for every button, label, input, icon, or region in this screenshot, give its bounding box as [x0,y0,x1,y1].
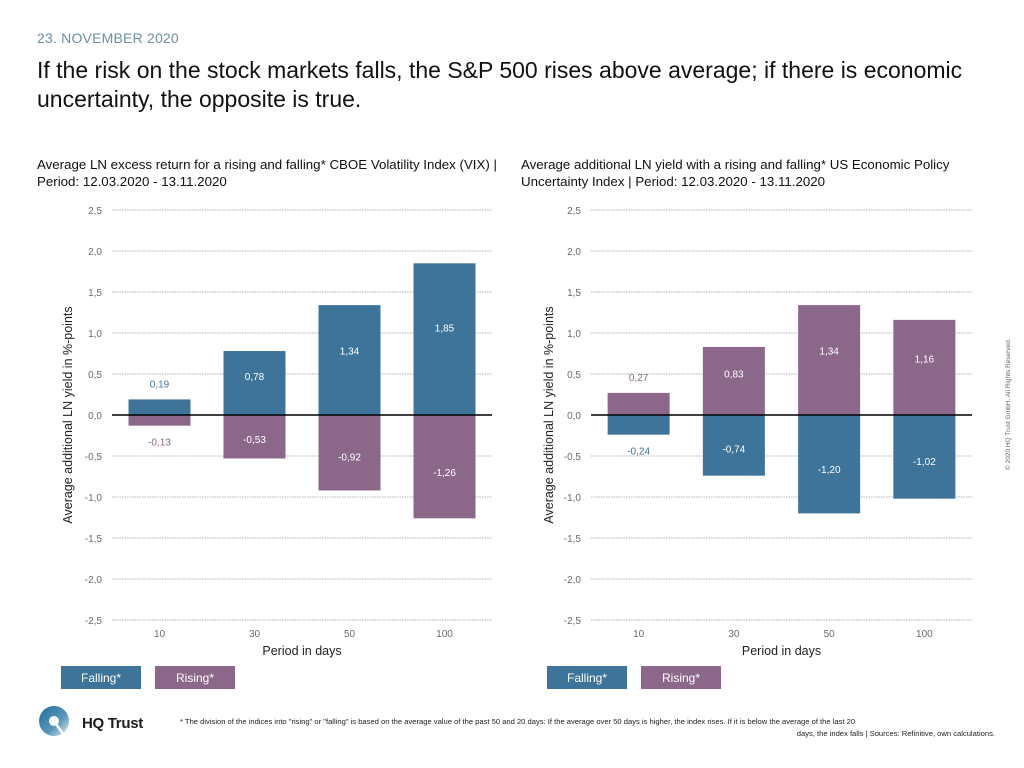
y-tick-label: -1,5 [85,534,103,545]
data-label: 1,34 [340,347,360,358]
bar-rising-30 [223,415,286,459]
y-tick-label: 1,5 [567,288,581,299]
chart-2-epu: Average additional LN yield in %-points 2… [542,206,972,658]
y-tick-label: -1,0 [564,493,582,504]
y-tick-label: -0,5 [85,452,103,463]
bar-rising-100 [413,415,476,519]
y-tick-label: 2,0 [567,247,581,258]
x-tick-label: 30 [249,629,261,640]
data-label: 0,78 [245,372,265,383]
chart-1-legend: Falling* Rising* [61,666,235,689]
bar-falling-100 [893,415,956,499]
legend-item-falling: Falling* [547,666,627,689]
y-tick-label: 2,5 [88,206,102,217]
bar-falling-50 [318,305,381,415]
bar-rising-50 [318,415,381,491]
y-tick-label: 1,0 [88,329,102,340]
bar-rising-30 [702,346,765,415]
data-label: 1,16 [915,355,935,366]
y-tick-label: -2,0 [85,575,103,586]
bar-falling-100 [413,263,476,415]
legend-item-rising: Rising* [155,666,235,689]
y-tick-label: 0,0 [88,411,102,422]
bar-falling-30 [223,351,286,415]
copyright-notice: © 2020 HQ Trust GmbH. All Rights Reserve… [1005,338,1012,470]
data-label: -0,92 [338,452,361,463]
y-axis-label: Average additional LN yield in %-points [61,306,75,523]
y-tick-label: 0,0 [567,411,581,422]
chart-1-title: Average LN excess return for a rising an… [37,157,497,189]
data-label: 1,85 [435,324,455,335]
bar-falling-50 [798,415,861,514]
x-tick-label: 50 [344,629,356,640]
data-label: -0,53 [243,435,266,446]
data-label: 0,83 [724,370,744,381]
data-label: -0,74 [722,444,745,455]
data-label: -1,26 [433,468,456,479]
x-tick-label: 50 [824,629,836,640]
page-headline: If the risk on the stock markets falls, … [37,57,963,112]
y-tick-label: -0,5 [564,452,582,463]
footnote-line-1: * The division of the indices into "risi… [180,717,856,726]
x-tick-label: 100 [436,629,453,640]
legend-item-rising: Rising* [641,666,721,689]
x-axis-label: Period in days [262,644,341,658]
bar-rising-10 [128,415,191,426]
y-tick-label: -1,0 [85,493,103,504]
chart-2-legend: Falling* Rising* [547,666,721,689]
y-tick-label: -2,5 [85,616,103,627]
hq-trust-logo: HQ Trust [36,704,143,742]
bar-falling-10 [607,415,670,435]
y-axis-label: Average additional LN yield in %-points [542,306,556,523]
report-date: 23. NOVEMBER 2020 [37,30,179,46]
y-tick-label: -2,5 [564,616,582,627]
chart-2-title: Average additional LN yield with a risin… [521,157,950,189]
y-tick-label: 2,5 [567,206,581,217]
data-label: -1,02 [913,457,936,468]
bar-rising-10 [607,392,670,415]
x-tick-label: 30 [728,629,740,640]
footnote-line-2: days, the index falls | Sources: Refinit… [796,729,995,738]
x-tick-label: 10 [633,629,645,640]
bar-falling-30 [702,415,765,476]
bar-rising-100 [893,319,956,415]
y-tick-label: 0,5 [567,370,581,381]
y-tick-label: 2,0 [88,247,102,258]
data-label: -0,13 [148,438,171,449]
bar-falling-10 [128,399,191,415]
x-tick-label: 10 [154,629,166,640]
y-tick-label: 1,5 [88,288,102,299]
y-tick-label: 1,0 [567,329,581,340]
data-label: 1,34 [819,347,839,358]
data-label: -1,20 [818,465,841,476]
hq-trust-q-logo-icon [39,706,69,739]
legend-item-falling: Falling* [61,666,141,689]
bar-rising-50 [798,305,861,415]
data-label: -0,24 [627,447,650,458]
y-tick-label: 0,5 [88,370,102,381]
data-label: 0,27 [629,373,649,384]
x-tick-label: 100 [916,629,933,640]
y-tick-label: -1,5 [564,534,582,545]
chart-1-vix: Average additional LN yield in %-points 2… [61,206,492,658]
logo-text: HQ Trust [82,714,143,732]
y-tick-label: -2,0 [564,575,582,586]
x-axis-label: Period in days [742,644,821,658]
data-label: 0,19 [150,379,170,390]
footnote: * The division of the indices into "risi… [180,716,995,740]
